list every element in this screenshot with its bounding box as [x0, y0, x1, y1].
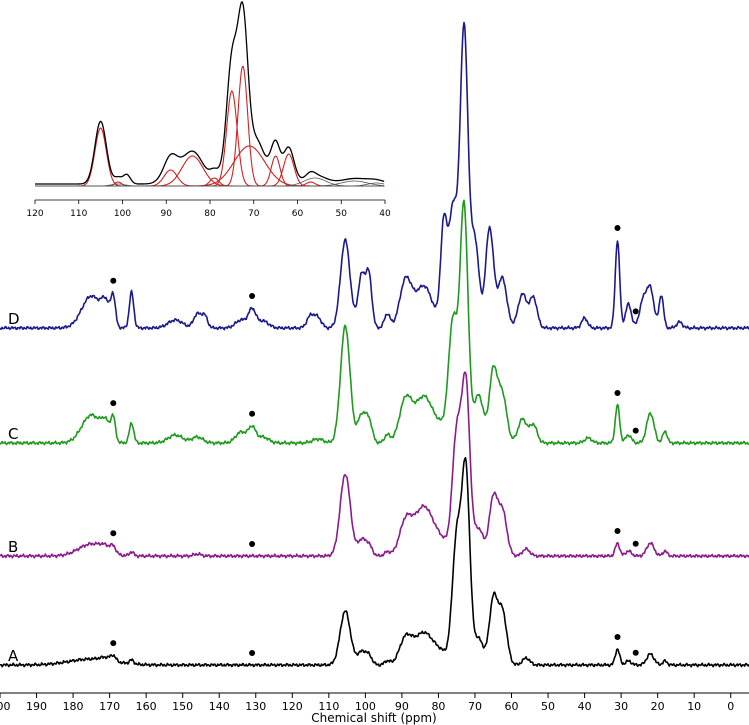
- inset-x-tick-label: 120: [26, 209, 43, 219]
- x-tick-label: 30: [614, 700, 628, 713]
- spectrum-D: [0, 21, 749, 331]
- inset-x-tick-label: 80: [204, 209, 216, 219]
- spectrum-label-C: C: [8, 425, 18, 443]
- marker-dot: [632, 540, 639, 547]
- x-tick-label: 50: [541, 700, 555, 713]
- deconvolution-inset: 120 110 100 90 80 70 60 50 40: [26, 1, 391, 219]
- inset-x-ticks: 120 110 100 90 80 70 60 50 40: [26, 200, 391, 219]
- x-tick-label: 120: [282, 700, 303, 713]
- marker-dot: [614, 390, 621, 396]
- x-tick-label: 170: [99, 700, 120, 713]
- x-tick-label: 130: [245, 700, 266, 713]
- inset-x-tick-label: 50: [336, 209, 348, 219]
- x-tick-label: 100: [355, 700, 376, 713]
- inset-x-tick-label: 110: [70, 209, 87, 219]
- x-tick-label: 60: [505, 700, 519, 713]
- marker-dot: [632, 308, 639, 315]
- inset-x-tick-label: 60: [292, 209, 304, 219]
- main-x-ticks: 2001901801701601501401301201101009080706…: [0, 693, 734, 713]
- marker-dot: [614, 225, 621, 231]
- marker-dot: [632, 649, 639, 656]
- marker-dot: [110, 640, 117, 647]
- inset-fit-peak: [35, 90, 385, 187]
- inset-x-tick-label: 70: [248, 209, 260, 219]
- marker-dot: [632, 427, 639, 434]
- x-tick-label: 20: [651, 700, 665, 713]
- x-tick-label: 160: [136, 700, 157, 713]
- x-tick-label: 90: [395, 700, 409, 713]
- inset-x-tick-label: 100: [114, 209, 131, 219]
- x-tick-label: 80: [431, 700, 445, 713]
- spectrum-B: [0, 371, 749, 559]
- x-tick-label: 200: [0, 700, 11, 713]
- x-tick-label: 140: [209, 700, 230, 713]
- inset-fit-peak: [35, 65, 385, 187]
- inset-minor-peak: [35, 182, 385, 187]
- marker-dot: [110, 277, 117, 284]
- spectrum-label-D: D: [8, 310, 20, 328]
- inset-x-tick-label: 90: [161, 209, 173, 219]
- x-axis-label: Chemical shift (ppm): [311, 711, 437, 725]
- x-tick-label: 150: [172, 700, 193, 713]
- marker-dot: [110, 530, 117, 537]
- x-tick-label: 10: [687, 700, 701, 713]
- x-tick-label: 190: [26, 700, 47, 713]
- x-tick-label: 70: [468, 700, 482, 713]
- x-tick-label: 180: [63, 700, 84, 713]
- marker-dot: [249, 293, 256, 299]
- spectrum-label-A: A: [8, 647, 19, 665]
- x-tick-label: 40: [578, 700, 592, 713]
- inset-x-tick-label: 40: [379, 209, 391, 219]
- marker-dot: [249, 410, 256, 417]
- spectrum-label-B: B: [8, 538, 18, 556]
- inset-fit-components: [35, 65, 385, 187]
- marker-dot: [249, 650, 256, 656]
- marker-dot: [249, 541, 256, 547]
- spectrum-A: [0, 456, 749, 668]
- marker-dots: [110, 225, 639, 656]
- inset-envelope-line: [35, 1, 385, 185]
- x-tick-label: 0: [727, 700, 734, 713]
- spectrum-C: [0, 199, 749, 446]
- marker-dot: [110, 400, 117, 407]
- spectra-group: A B C D: [0, 21, 749, 668]
- marker-dot: [614, 634, 621, 640]
- marker-dot: [614, 528, 621, 534]
- x-tick-label: 110: [318, 700, 339, 713]
